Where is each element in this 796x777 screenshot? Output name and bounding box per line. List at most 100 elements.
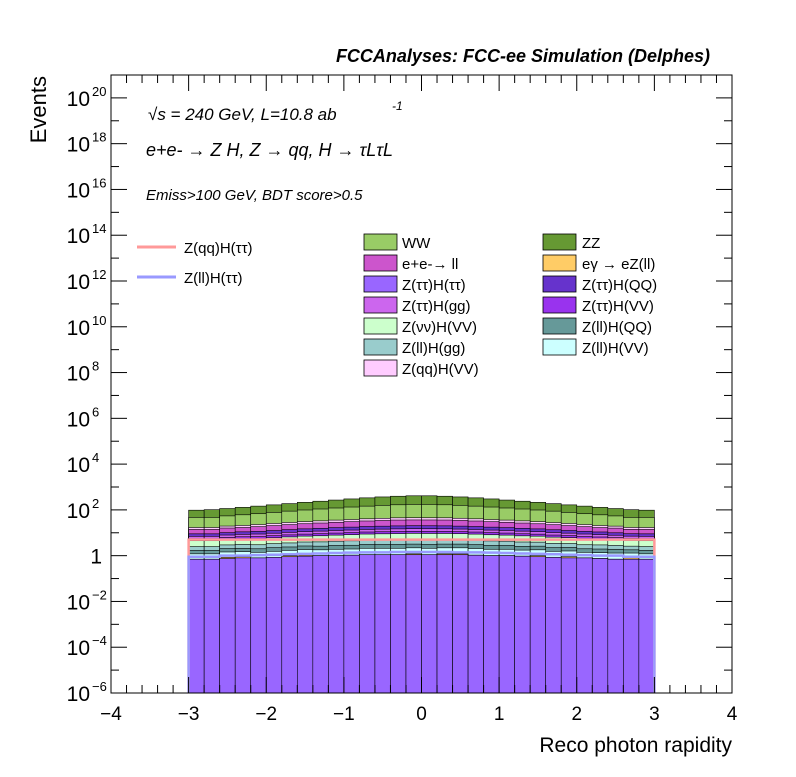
y-tick-label: 10 [67,454,90,477]
y-tick-exponent: −2 [92,587,107,602]
legend-swatch [363,296,398,314]
y-tick-exponent: 8 [92,359,99,374]
stack-bar [483,555,500,694]
stack-bar [390,554,407,694]
stack-bar [467,554,484,694]
x-tick-label: 2 [571,704,582,725]
stack-bar [607,558,624,694]
x-tick-label: −4 [100,704,122,725]
stack-bar [281,556,298,694]
legend-swatch [542,275,577,293]
y-tick-label: 10 [67,134,90,157]
legend-label: Z(νν)H(VV) [402,319,477,336]
y-tick-label: 10 [67,225,90,248]
stack-bar [234,557,252,694]
stack-bar [545,556,562,694]
stack-bar [560,557,578,694]
legend-label: WW [402,235,431,252]
legend: Z(qq)H(ττ) Z(ll)H(ττ) WW e+e-→ ll Z(ττ)H(ττ)… [137,233,657,378]
y-tick-label: 10 [67,408,90,431]
stack-bar [359,554,376,694]
lumi-exponent: -1 [392,99,403,113]
y-tick-exponent: 2 [92,496,99,511]
legend-label: Z(ll)H(gg) [402,340,465,357]
stack-bar [436,554,453,694]
y-tick-exponent: 4 [92,450,99,465]
y-tick-exponent: 20 [92,84,106,99]
stack-bar [405,554,422,694]
y-axis-label: Events [26,76,51,143]
signal-line-z-ll-h- [187,550,656,693]
y-tick-label: 10 [67,271,90,294]
stack-bar [421,554,438,694]
y-tick-label: 10 [67,683,90,706]
legend-label: e+e-→ ll [402,256,458,273]
signal-line-z-qq-h- [187,538,656,693]
legend-swatch [542,338,577,356]
x-tick-label: −2 [255,704,277,725]
legend-swatch [363,359,398,377]
x-tick-label: 3 [649,704,660,725]
y-tick-label: 10 [67,591,90,614]
stack-z-h- [188,554,655,694]
stack-bar [374,554,391,694]
stack-bar [203,558,220,694]
stack-bar [452,554,469,694]
y-tick-exponent: 10 [92,313,106,328]
y-tick-label: 1 [90,546,102,569]
y-tick-label: 10 [67,88,90,111]
stack-bar [638,558,655,694]
y-tick-exponent: 16 [92,175,106,190]
x-axis-label: Reco photon rapidity [539,734,732,757]
process-annotation: e+e- → Z H, Z → qq, H → τLτL [146,140,393,160]
x-tick-label: 4 [727,704,738,725]
legend-swatch [363,233,398,251]
y-tick-exponent: 14 [92,221,106,236]
stack-bar [591,558,609,694]
y-tick-label: 10 [67,500,90,523]
y-tick-exponent: −4 [92,633,107,648]
stack-bar [529,556,546,694]
annotation-block: √s = 240 GeV, L=10.8 ab -1 e+e- → Z H, Z… [146,99,403,204]
stack-bar [576,557,593,694]
legend-swatch [363,338,398,356]
stack-bar [623,558,640,694]
legend-label: ZZ [582,235,600,252]
y-tick-label: 10 [67,317,90,340]
legend-label: Z(ll)H(QQ) [582,319,652,336]
stack-bar [265,556,283,694]
legend-label: Z(qq)H(VV) [402,361,479,378]
y-tick-exponent: 6 [92,404,99,419]
stack-bar [514,555,531,694]
legend-label: eγ → eZ(ll) [582,256,655,273]
stack-bar [250,557,267,694]
y-tick-exponent: 18 [92,130,106,145]
legend-swatch [363,275,398,293]
y-tick-label: 10 [67,637,90,660]
stacked-histogram [188,495,655,694]
cuts-annotation: Emiss>100 GeV, BDT score>0.5 [146,187,363,204]
legend-swatch [542,296,577,314]
legend-label: Z(ττ)H(QQ) [582,277,657,294]
legend-swatch [542,233,577,251]
stack-bar [188,558,205,694]
stack-bar [312,555,329,694]
y-tick-label: 10 [67,179,90,202]
legend-swatch [363,317,398,335]
legend-label: Z(ττ)H(ττ) [402,277,466,294]
chart-title: FCCAnalyses: FCC-ee Simulation (Delphes) [336,46,710,66]
legend-swatch [363,254,398,272]
legend-swatch [542,254,577,272]
signal-lines [187,538,656,693]
x-tick-label: 1 [494,704,505,725]
x-tick-label: 0 [416,704,427,725]
y-tick-exponent: −6 [92,679,107,694]
legend-label: Z(ll)H(VV) [582,340,649,357]
legend-swatch [542,317,577,335]
legend-signal-label: Z(ll)H(ττ) [184,270,243,287]
stack-bar [498,555,515,694]
legend-label: Z(ττ)H(gg) [402,298,471,315]
